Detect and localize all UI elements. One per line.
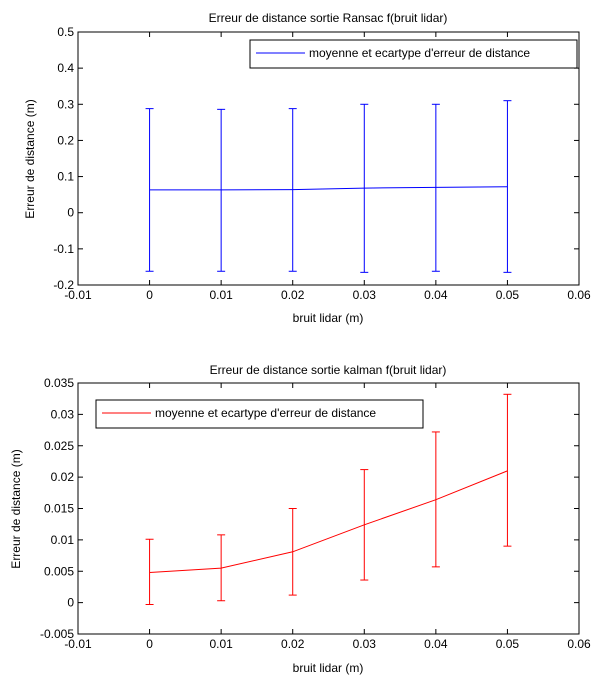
- y-tick-label: 0.4: [57, 61, 74, 75]
- x-tick-label: 0.05: [496, 288, 520, 302]
- legend-box: [95, 399, 424, 429]
- x-tick-label: 0.03: [353, 288, 377, 302]
- y-tick-label: 0.005: [44, 564, 74, 578]
- x-tick-label: 0: [146, 288, 153, 302]
- x-axis-label: bruit lidar (m): [293, 311, 364, 325]
- series-line: [149, 470, 508, 573]
- x-tick-label: 0.06: [567, 637, 591, 651]
- x-tick-label: 0.03: [353, 637, 377, 651]
- y-tick-label: 0.3: [57, 97, 74, 111]
- y-axis-label: Erreur de distance (m): [9, 449, 23, 568]
- y-tick-label: -0.1: [53, 242, 74, 256]
- x-tick-label: 0.02: [281, 288, 305, 302]
- y-tick-label: -0.2: [53, 278, 74, 292]
- y-tick-label: 0: [67, 596, 74, 610]
- y-tick-label: 0.2: [57, 133, 74, 147]
- y-tick-label: -0.005: [40, 627, 74, 641]
- y-tick-label: 0.015: [44, 502, 74, 516]
- x-tick-label: -0.01: [64, 288, 92, 302]
- y-tick-label: 0.01: [51, 533, 75, 547]
- x-tick-label: 0.04: [424, 637, 448, 651]
- plot-area: [77, 31, 580, 286]
- y-tick-label: 0.03: [51, 407, 75, 421]
- chart-title: Erreur de distance sortie kalman f(bruit…: [210, 363, 447, 377]
- y-tick-label: 0.02: [51, 470, 75, 484]
- x-tick-label: -0.01: [64, 637, 92, 651]
- x-tick-label: 0.01: [209, 637, 233, 651]
- y-tick-label: 0.1: [57, 170, 74, 184]
- legend-label: moyenne et ecartype d'erreur de distance: [155, 406, 376, 420]
- y-tick-label: 0: [67, 206, 74, 220]
- x-axis-label: bruit lidar (m): [293, 661, 364, 675]
- kalman-chart: Erreur de distance sortie kalman f(bruit…: [9, 363, 591, 675]
- chart-title: Erreur de distance sortie Ransac f(bruit…: [209, 11, 448, 25]
- x-tick-label: 0.06: [567, 288, 591, 302]
- x-tick-label: 0.01: [209, 288, 233, 302]
- x-tick-label: 0.05: [496, 637, 520, 651]
- x-tick-label: 0.04: [424, 288, 448, 302]
- y-tick-label: 0.035: [44, 376, 74, 390]
- y-tick-label: 0.025: [44, 439, 74, 453]
- ransac-chart: Erreur de distance sortie Ransac f(bruit…: [23, 11, 591, 325]
- legend-label: moyenne et ecartype d'erreur de distance: [309, 46, 530, 60]
- legend-box: [249, 39, 578, 69]
- series-line: [149, 186, 508, 191]
- y-tick-label: 0.5: [57, 25, 74, 39]
- x-tick-label: 0.02: [281, 637, 305, 651]
- x-tick-label: 0: [146, 637, 153, 651]
- y-axis-label: Erreur de distance (m): [23, 99, 37, 218]
